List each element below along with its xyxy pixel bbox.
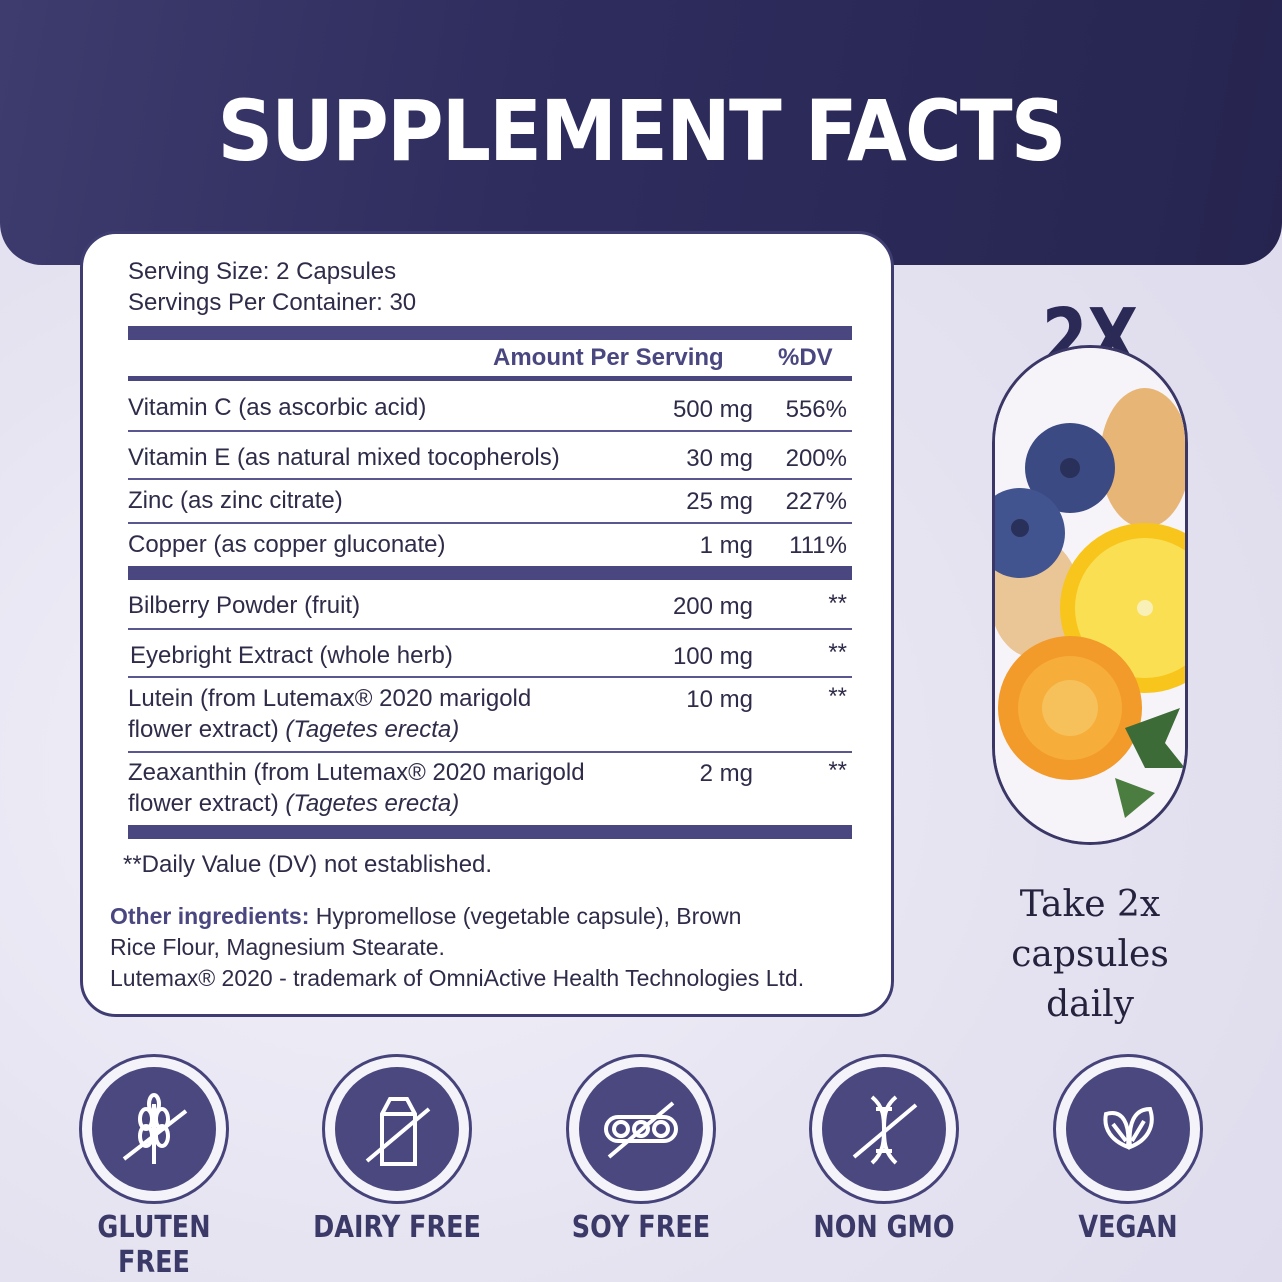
nutrient-amount: 100 mg [672,643,753,670]
capsule-illustration [992,345,1188,845]
nutrient-name: Lutein (from Lutemax® 2020 marigold [128,685,532,712]
other-ingredients-cont: Rice Flour, Magnesium Stearate. [110,934,445,960]
non-gmo-badge [809,1054,959,1204]
divider [128,522,852,524]
badge-label: DAIRY FREE [313,1210,481,1245]
divider [128,430,852,432]
vegan-badge [1053,1054,1203,1204]
nutrient-dv: ** [828,639,847,666]
divider [128,751,852,753]
serving-size: Serving Size: 2 Capsules [128,258,397,285]
nutrient-name: Copper (as copper gluconate) [128,531,446,558]
nutrient-dv: 200% [785,445,847,472]
nutrient-name-cont: flower extract) (Tagetes erecta) [128,716,460,743]
badge-label: VEGAN [1078,1210,1178,1245]
badge-label: NON GMO [813,1210,955,1245]
dairy-free-badge [322,1054,472,1204]
latin-name: (Tagetes erecta) [285,790,460,817]
servings-per-container: Servings Per Container: 30 [128,289,417,316]
section-bar [128,566,852,580]
latin-name: (Tagetes erecta) [285,716,460,743]
soybean-crossed-icon [604,1101,678,1159]
nutrient-name: Vitamin E (as natural mixed tocopherols) [128,444,560,471]
nutrient-amount: 10 mg [686,686,753,713]
nutrient-name-cont: flower extract) (Tagetes erecta) [128,790,460,817]
divider [128,478,852,480]
header-rule [128,376,852,381]
milk-carton-crossed-icon [365,1097,431,1166]
nutrient-amount: 1 mg [699,532,753,559]
col-dv-header: %DV [778,344,833,371]
divider [128,676,852,678]
badge-label: GLUTEN FREE [97,1210,211,1280]
nutrient-amount: 30 mg [686,445,753,472]
header-bar [128,326,852,340]
nutrient-amount: 25 mg [686,488,753,515]
header-banner: SUPPLEMENT FACTS [0,0,1282,265]
bottom-bar [128,825,852,839]
nutrient-amount: 2 mg [699,760,753,787]
other-ingredients: Other ingredients: Hypromellose (vegetab… [110,903,742,929]
page-title: SUPPLEMENT FACTS [217,82,1066,180]
nutrient-amount: 200 mg [672,593,753,620]
badge-label: SOY FREE [571,1210,711,1245]
dna-crossed-icon [852,1095,918,1165]
nutrient-dv: 111% [789,532,847,559]
nutrient-dv: ** [828,590,847,617]
nutrient-name: Zeaxanthin (from Lutemax® 2020 marigold [128,759,585,786]
col-amount-header: Amount Per Serving [493,344,724,371]
dv-footnote: **Daily Value (DV) not established. [123,851,493,878]
wheat-crossed-icon [122,1093,188,1164]
other-ingredients-label: Other ingredients: [110,903,310,929]
soy-free-badge [566,1054,716,1204]
nutrient-name: Eyebright Extract (whole herb) [130,642,453,669]
trademark-note: Lutemax® 2020 - trademark of OmniActive … [110,965,805,991]
nutrient-name: Bilberry Powder (fruit) [128,592,361,619]
dosage-instructions: Take 2x capsules daily [1011,884,1169,1025]
nutrient-dv: ** [828,757,847,784]
nutrient-name: Vitamin C (as ascorbic acid) [128,394,427,421]
fruit-flower-icon [995,348,1185,842]
nutrient-name: Zinc (as zinc citrate) [128,487,343,514]
nutrient-dv: 227% [785,488,847,515]
nutrient-dv: 556% [785,396,847,423]
divider [128,628,852,630]
gluten-free-badge [79,1054,229,1204]
supplement-facts-panel: Serving Size: 2 Capsules Servings Per Co… [80,231,894,1017]
leaves-icon [1103,1106,1154,1150]
nutrient-dv: ** [828,683,847,710]
nutrient-amount: 500 mg [672,396,753,423]
